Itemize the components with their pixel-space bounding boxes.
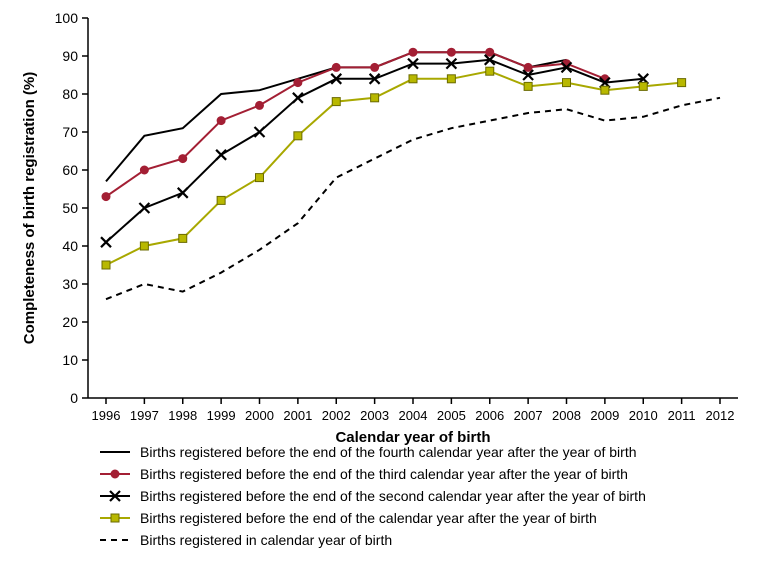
legend-item-second: Births registered before the end of the … [100,488,646,504]
x-tick-label: 1999 [207,408,236,423]
y-tick-label: 20 [62,314,78,330]
x-tick-label: 2006 [475,408,504,423]
legend-item-first: Births registered before the end of the … [100,510,597,526]
x-tick-label: 2000 [245,408,274,423]
y-tick-label: 40 [62,238,78,254]
legend-label: Births registered before the end of the … [140,444,637,460]
legend-item-same: Births registered in calendar year of bi… [100,532,392,548]
x-tick-label: 2012 [706,408,735,423]
y-tick-label: 30 [62,276,78,292]
x-tick-label: 2007 [514,408,543,423]
x-tick-label: 2010 [629,408,658,423]
legend-label: Births registered in calendar year of bi… [140,532,392,548]
x-tick-label: 2005 [437,408,466,423]
y-tick-label: 80 [62,86,78,102]
x-tick-label: 2001 [283,408,312,423]
x-tick-label: 2008 [552,408,581,423]
x-tick-label: 2009 [590,408,619,423]
x-tick-label: 2003 [360,408,389,423]
y-axis-title: Completeness of birth registration (%) [21,72,38,345]
y-tick-label: 10 [62,352,78,368]
y-tick-label: 60 [62,162,78,178]
y-tick-label: 0 [70,390,78,406]
x-tick-label: 2004 [399,408,428,423]
x-tick-label: 1996 [92,408,121,423]
x-tick-label: 2011 [668,408,696,423]
chart-svg: 0 10 20 30 40 50 60 70 80 90 100 Completeness of bi… [0,0,771,569]
legend-label: Births registered before the end of the … [140,488,646,504]
y-tick-label: 100 [55,10,79,26]
legend-item-fourth: Births registered before the end of the … [100,444,637,460]
series-same [106,98,720,299]
y-tick-label: 90 [62,48,78,64]
x-tick-label: 2002 [322,408,351,423]
x-tick-label: 1998 [168,408,197,423]
y-tick-label: 50 [62,200,78,216]
x-tick-label: 1997 [130,408,159,423]
series-first [102,67,686,269]
legend-label: Births registered before the end of the … [140,510,597,526]
legend-item-third: Births registered before the end of the … [100,466,628,482]
y-tick-label: 70 [62,124,78,140]
legend-label: Births registered before the end of the … [140,466,628,482]
birth-registration-chart: 0 10 20 30 40 50 60 70 80 90 100 Completeness of bi… [0,0,771,569]
